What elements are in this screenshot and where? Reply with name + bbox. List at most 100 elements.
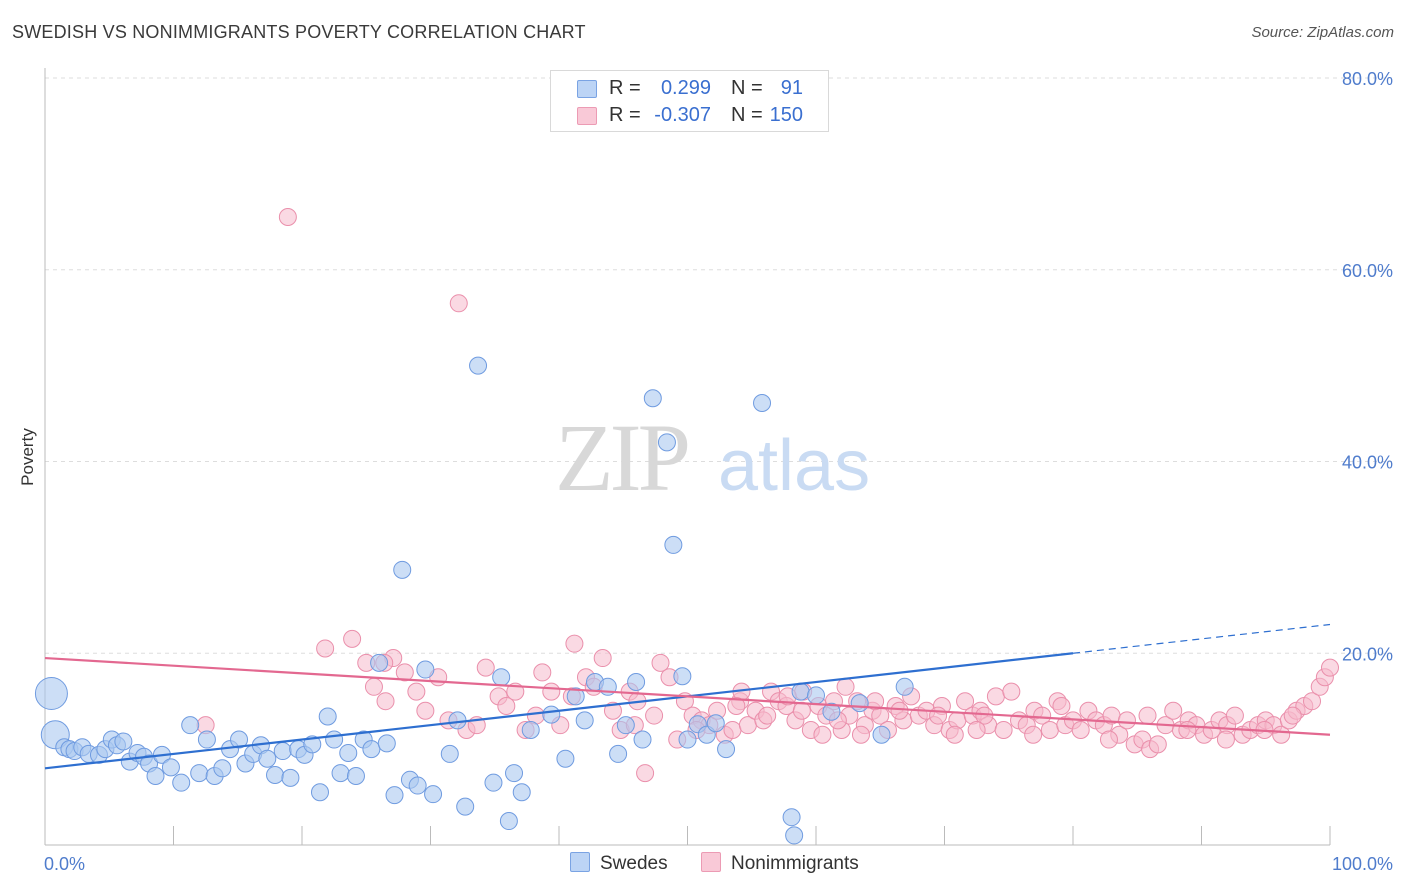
swedes-point	[213, 759, 232, 778]
swedes-point	[303, 735, 322, 754]
nonimmigrants-point	[593, 649, 612, 668]
legend-item-swedes: Swedes	[570, 852, 668, 875]
nonimmigrants-point	[1033, 706, 1052, 725]
nonimmigrants-point	[1283, 706, 1302, 725]
swedes-point	[281, 768, 300, 787]
nonimmigrants-point	[476, 658, 495, 677]
nonimmigrants-point	[1225, 706, 1244, 725]
nonimmigrants-point	[945, 725, 964, 744]
swedes-point	[633, 730, 652, 749]
nonimmigrants-point	[1099, 730, 1118, 749]
legend-row-swedes: R = 0.299 N = 91	[551, 75, 828, 102]
swedes-legend-swatch	[570, 852, 590, 872]
swedes-point	[440, 744, 459, 763]
swedes-point	[181, 716, 200, 735]
swedes-point	[807, 686, 825, 705]
nonimmigrants-legend-swatch	[701, 852, 721, 872]
nonimmigrants-point	[1071, 720, 1090, 739]
swedes-point	[505, 764, 524, 783]
nonimmigrants-point	[1321, 658, 1339, 677]
swedes-point	[266, 766, 285, 785]
nonimmigrants-point	[645, 706, 664, 725]
swedes-point	[408, 776, 427, 795]
nonimmigrants-point	[565, 634, 584, 653]
swedes-point	[850, 694, 869, 713]
swedes-point	[664, 535, 683, 554]
nonimmigrants-point	[1024, 725, 1043, 744]
nonimmigrants-point	[956, 692, 975, 711]
swedes-point	[385, 786, 404, 805]
nonimmigrants-point	[278, 208, 297, 227]
nonimmigrants-point	[792, 701, 811, 720]
correlation-legend: R = 0.299 N = 91 R = -0.307 N = 150	[550, 70, 829, 132]
r-value: 0.299	[660, 77, 711, 99]
swedes-point	[822, 702, 841, 721]
swedes-point	[782, 808, 801, 827]
swedes-point	[791, 682, 810, 701]
watermark: ZIP atlas	[555, 404, 870, 511]
swedes-swatch	[577, 80, 597, 98]
swedes-point	[542, 705, 561, 724]
swedes-point	[643, 389, 662, 408]
nonimmigrants-point	[758, 706, 777, 725]
swedes-point	[895, 677, 914, 696]
swedes-point	[370, 653, 389, 672]
nonimmigrants-point	[986, 687, 1005, 706]
nonimmigrants-point	[449, 294, 468, 313]
nonimmigrants-point	[376, 692, 395, 711]
nonimmigrants-point	[1040, 720, 1059, 739]
nonimmigrants-point	[967, 720, 986, 739]
nonimmigrants-point	[651, 653, 670, 672]
nonimmigrants-point	[1303, 692, 1322, 711]
swedes-trend-extension	[1072, 623, 1331, 654]
swedes-point	[492, 668, 511, 687]
swedes-point	[197, 730, 216, 749]
legend-row-nonimmigrants: R = -0.307 N = 150	[551, 102, 828, 129]
swedes-point	[339, 743, 358, 762]
nonimmigrants-point	[1216, 730, 1235, 749]
swedes-point	[512, 783, 531, 802]
swedes-point	[678, 730, 697, 749]
trend-lines	[44, 623, 1331, 770]
y-axis-title: Poverty	[18, 428, 37, 486]
nonimmigrants-point	[994, 720, 1013, 739]
x-tick-label: 0.0%	[44, 854, 85, 874]
r-value: -0.307	[654, 104, 711, 126]
swedes-point	[616, 716, 635, 735]
y-tick-label: 20.0%	[1342, 644, 1393, 664]
swedes-point	[424, 785, 443, 804]
swedes-point	[872, 725, 891, 744]
swedes-point	[416, 660, 435, 679]
nonimmigrants-point	[364, 677, 383, 696]
swedes-point	[258, 749, 277, 768]
nonimmigrants-point	[1138, 706, 1157, 725]
nonimmigrants-point	[813, 725, 832, 744]
nonimmigrants-swatch	[577, 107, 597, 125]
swedes-trend-line	[44, 652, 1074, 770]
swedes-legend-label: Swedes	[600, 853, 668, 874]
nonimmigrants-point	[1148, 735, 1167, 754]
nonimmigrants-point	[603, 701, 622, 720]
grid-lines	[45, 77, 1392, 654]
nonimmigrants-point	[1002, 682, 1021, 701]
n-value: 91	[780, 77, 803, 99]
nonimmigrants-legend-label: Nonimmigrants	[731, 853, 859, 874]
n-label: N =	[731, 104, 763, 126]
swedes-point	[566, 687, 585, 706]
nonimmigrants-point	[851, 725, 870, 744]
legend-item-nonimmigrants: Nonimmigrants	[701, 852, 859, 875]
y-tick-label: 80.0%	[1342, 69, 1393, 89]
nonimmigrants-point	[890, 701, 909, 720]
n-label: N =	[731, 77, 763, 99]
swedes-point	[785, 826, 804, 845]
swedes-point	[448, 711, 467, 730]
swedes-point	[190, 764, 209, 783]
swedes-point	[499, 812, 518, 831]
nonimmigrants-point	[929, 706, 948, 725]
swedes-point	[172, 773, 191, 792]
swedes-point	[627, 673, 646, 692]
swedes-point	[346, 766, 365, 785]
nonimmigrants-point	[636, 764, 655, 783]
nonimmigrants-point	[727, 696, 746, 715]
